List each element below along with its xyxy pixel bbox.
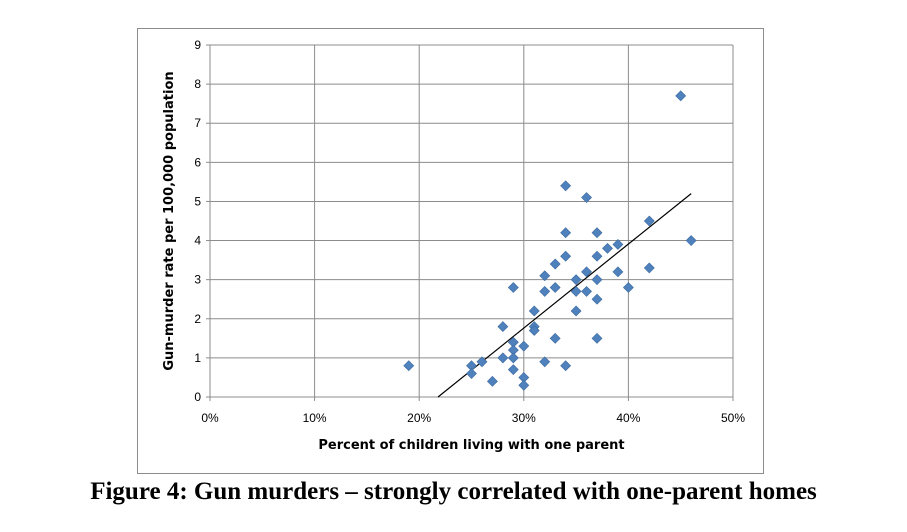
y-axis-title: Gun-murder rate per 100,000 population xyxy=(162,71,177,370)
data-point xyxy=(675,90,687,102)
figure-caption: Figure 4: Gun murders – strongly correla… xyxy=(90,478,817,505)
tick-labels: 0 1 2 3 4 5 6 7 8 9 0% 10% 20% 30% 40% 50% xyxy=(194,38,745,425)
y-tick-label: 7 xyxy=(194,116,201,130)
scatter-chart: 0 1 2 3 4 5 6 7 8 9 0% 10% 20% 30% 40% 50% Percent of c… xyxy=(162,38,745,453)
y-tick-label: 5 xyxy=(194,194,201,208)
data-point xyxy=(507,352,519,364)
data-point xyxy=(518,340,530,352)
y-tick-label: 0 xyxy=(194,390,201,404)
data-point xyxy=(591,293,603,305)
data-point xyxy=(539,356,551,368)
data-point xyxy=(528,305,540,317)
data-point xyxy=(528,325,540,336)
data-point xyxy=(549,282,561,293)
data-point xyxy=(560,180,572,192)
x-axis-title: Percent of children living with one pare… xyxy=(318,438,624,453)
data-point xyxy=(486,375,498,387)
data-point xyxy=(643,215,655,227)
y-tick-label: 3 xyxy=(194,273,201,287)
data-point xyxy=(549,258,561,270)
data-points xyxy=(403,90,697,391)
data-point xyxy=(581,266,592,278)
x-tick-label: 0% xyxy=(201,411,219,425)
y-tick-label: 1 xyxy=(194,351,201,365)
x-tick-label: 30% xyxy=(512,411,536,425)
data-point xyxy=(622,282,634,293)
data-point xyxy=(560,360,572,372)
data-point xyxy=(539,285,551,297)
y-tick-label: 4 xyxy=(194,234,201,248)
x-tick-label: 40% xyxy=(616,411,640,425)
gridlines xyxy=(210,44,734,397)
data-point xyxy=(612,266,624,278)
data-point xyxy=(539,270,551,282)
axes xyxy=(206,44,734,401)
data-point xyxy=(591,227,603,239)
data-point xyxy=(570,305,582,317)
data-point xyxy=(518,379,530,391)
y-tick-label: 9 xyxy=(194,38,201,52)
data-point xyxy=(602,242,613,254)
data-point xyxy=(643,262,655,274)
data-point xyxy=(507,282,519,293)
data-point xyxy=(549,332,561,344)
data-point xyxy=(476,356,488,368)
x-tick-label: 10% xyxy=(303,411,327,425)
data-point xyxy=(507,364,519,376)
x-tick-label: 20% xyxy=(407,411,431,425)
data-point xyxy=(581,285,592,297)
data-point xyxy=(612,239,624,250)
data-point xyxy=(560,227,572,239)
data-point xyxy=(581,192,592,203)
data-point xyxy=(497,321,509,333)
data-point xyxy=(497,352,509,364)
x-tick-label: 50% xyxy=(721,411,745,425)
data-point xyxy=(591,250,603,262)
data-point xyxy=(591,274,603,286)
data-point xyxy=(570,274,582,286)
data-point xyxy=(403,360,415,372)
y-tick-label: 8 xyxy=(194,77,201,91)
data-point xyxy=(466,368,477,379)
chart-area xyxy=(137,28,764,474)
y-tick-label: 2 xyxy=(194,312,201,326)
y-tick-label: 6 xyxy=(194,155,201,169)
data-point xyxy=(570,285,582,297)
data-point xyxy=(560,250,572,262)
data-point xyxy=(685,235,697,246)
data-point xyxy=(591,332,603,344)
